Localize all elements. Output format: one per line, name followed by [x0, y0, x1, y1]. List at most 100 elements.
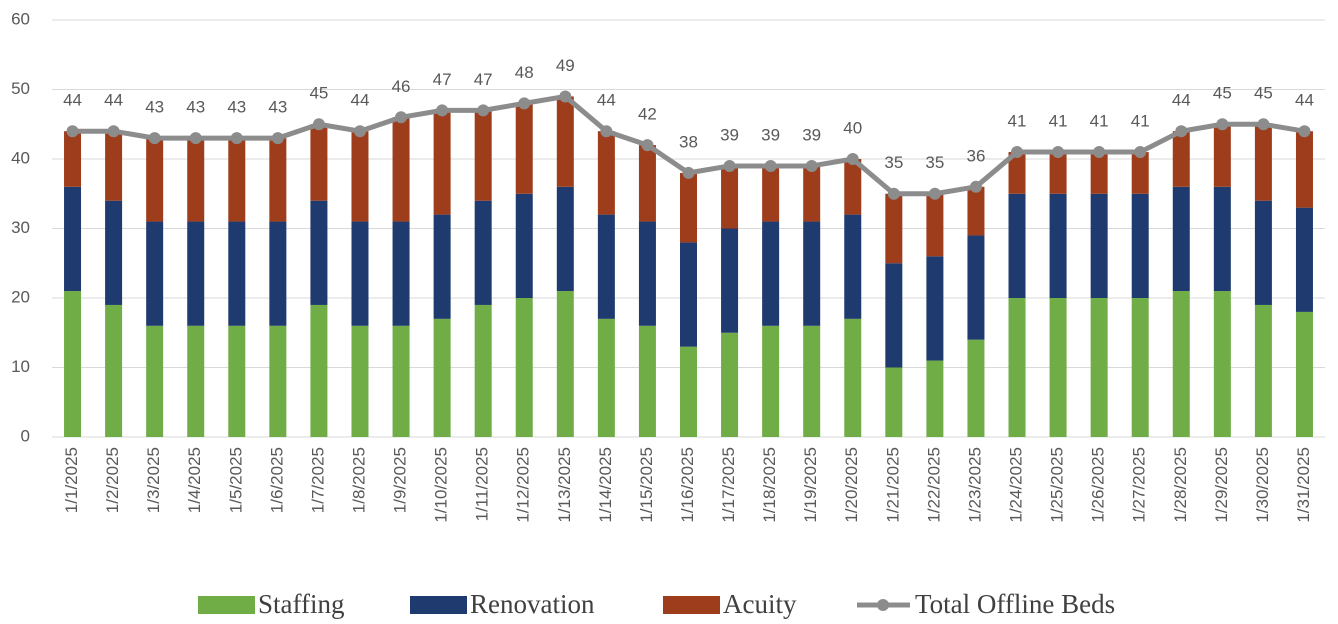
bar-segment — [1090, 193, 1108, 298]
data-label: 47 — [433, 70, 452, 89]
data-label: 35 — [884, 153, 903, 172]
data-label: 43 — [268, 98, 287, 117]
line-marker — [353, 125, 366, 138]
data-label: 45 — [309, 84, 328, 103]
line-marker — [928, 187, 941, 200]
data-label: 44 — [1172, 91, 1191, 110]
data-label: 39 — [802, 125, 821, 144]
bar-segment — [926, 256, 944, 361]
bar-segment — [433, 318, 451, 437]
bar-segment — [187, 138, 205, 222]
bar-segment — [1213, 291, 1231, 437]
bar-segment — [1049, 152, 1067, 194]
y-tick-label: 60 — [11, 9, 30, 28]
line-marker — [600, 125, 613, 138]
line-marker — [189, 132, 202, 145]
data-label: 41 — [1049, 112, 1068, 131]
x-tick-label: 1/4/2025 — [185, 447, 204, 513]
bar-segment — [967, 235, 985, 340]
bar-segment — [269, 221, 287, 326]
bar-segment — [1172, 186, 1190, 292]
bar-segment — [680, 172, 697, 243]
bar-segment — [515, 103, 533, 194]
bar-segment — [967, 186, 985, 236]
bar-segment — [556, 96, 574, 187]
line-marker — [477, 104, 490, 117]
line-marker — [1216, 118, 1229, 131]
bar-segment — [1213, 186, 1231, 292]
bar-segment — [1295, 131, 1313, 208]
y-tick-label: 10 — [11, 357, 30, 376]
bar-segment — [228, 325, 246, 437]
bar-segment — [269, 138, 287, 222]
data-label: 39 — [720, 125, 739, 144]
bar-segment — [1090, 298, 1108, 437]
line-marker — [66, 125, 79, 138]
y-tick-label: 0 — [21, 426, 30, 445]
bar-segment — [885, 263, 903, 368]
legend-label: Staffing — [258, 589, 345, 619]
line-marker — [271, 132, 284, 145]
bar-segment — [351, 131, 369, 222]
data-label: 44 — [63, 91, 82, 110]
bar-segment — [597, 214, 615, 319]
x-tick-label: 1/10/2025 — [432, 447, 451, 523]
bar-segment — [310, 304, 328, 437]
bar-segment — [351, 221, 369, 326]
x-tick-label: 1/6/2025 — [267, 447, 286, 513]
line-marker — [436, 104, 449, 117]
bar-segment — [885, 367, 903, 437]
data-label: 48 — [515, 63, 534, 82]
line-marker — [559, 90, 572, 103]
bar-segment — [474, 200, 492, 305]
line-marker — [723, 159, 736, 172]
x-tick-label: 1/29/2025 — [1212, 447, 1231, 523]
bar-segment — [433, 214, 451, 319]
x-tick-label: 1/15/2025 — [637, 447, 656, 523]
data-label: 43 — [145, 98, 164, 117]
bar-segment — [64, 291, 82, 437]
legend-swatch — [198, 596, 255, 614]
bar-segment — [721, 165, 739, 229]
data-label: 38 — [679, 132, 698, 151]
x-tick-label: 1/23/2025 — [965, 447, 984, 523]
x-tick-label: 1/20/2025 — [842, 447, 861, 523]
bar-segment — [1295, 207, 1313, 312]
line-marker — [846, 153, 859, 165]
bar-segment — [1090, 152, 1108, 194]
line-marker — [1011, 146, 1024, 159]
x-tick-label: 1/26/2025 — [1089, 447, 1108, 523]
bar-segment — [721, 228, 739, 333]
bar-segment — [762, 325, 780, 437]
bar-segment — [64, 186, 82, 292]
bar-segment — [844, 318, 862, 437]
data-label: 49 — [556, 56, 575, 75]
y-tick-label: 40 — [11, 148, 30, 167]
bar-segment — [680, 346, 697, 437]
x-tick-label: 1/31/2025 — [1294, 447, 1313, 523]
x-tick-label: 1/19/2025 — [801, 447, 820, 523]
bar-segment — [1008, 152, 1026, 194]
legend-label: Acuity — [723, 589, 797, 619]
x-tick-label: 1/18/2025 — [760, 447, 779, 523]
bar-segment — [392, 221, 410, 326]
data-label: 43 — [186, 98, 205, 117]
bar-segment — [1295, 311, 1313, 437]
bar-segment — [105, 200, 123, 305]
line-marker — [1175, 125, 1188, 138]
bar-segment — [638, 145, 656, 222]
bar-segment — [721, 332, 739, 437]
data-label: 36 — [966, 146, 985, 165]
line-marker — [1257, 118, 1270, 131]
bar-segment — [803, 165, 821, 222]
x-tick-label: 1/24/2025 — [1007, 447, 1026, 523]
legend-swatch — [410, 596, 467, 614]
bar-segment — [105, 304, 123, 437]
bar-segment — [803, 221, 821, 326]
x-tick-label: 1/11/2025 — [473, 447, 492, 521]
data-label: 41 — [1008, 112, 1027, 131]
data-label: 41 — [1131, 112, 1150, 131]
x-tick-label: 1/27/2025 — [1130, 447, 1149, 523]
bar-segment — [1049, 298, 1067, 437]
